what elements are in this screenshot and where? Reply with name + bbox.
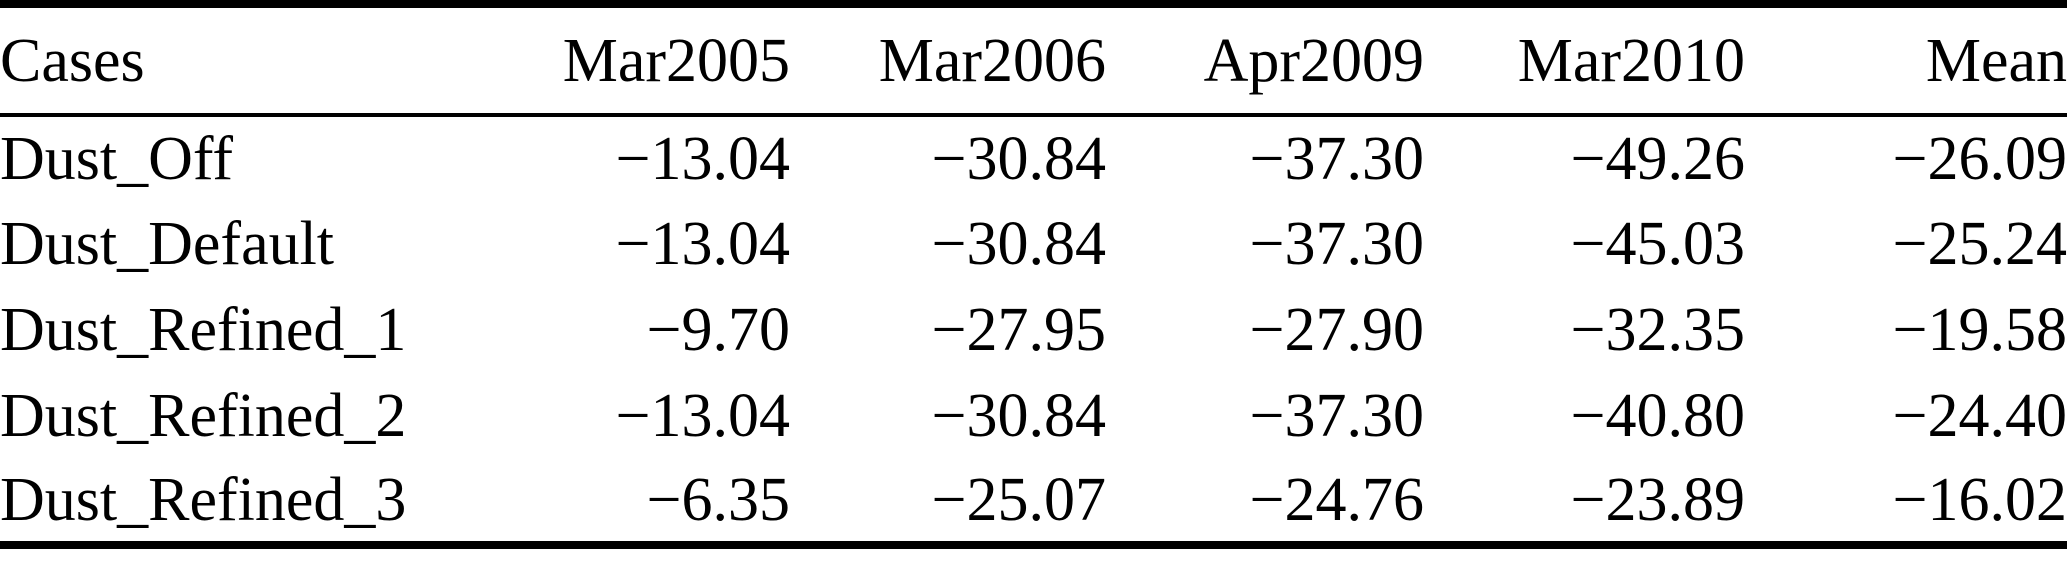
table-row: Dust_Default −13.04 −30.84 −37.30 −45.03…	[0, 201, 2067, 287]
case-label-cell: Dust_Refined_3	[0, 466, 407, 534]
value-cell: −26.09	[1892, 125, 2067, 193]
value-cell: −45.03	[1570, 210, 1745, 278]
value-cell: −25.24	[1892, 210, 2067, 278]
value-cell: −6.35	[646, 466, 790, 534]
value-cell: −13.04	[615, 125, 790, 193]
value-cell: −37.30	[1249, 125, 1424, 193]
value-cell: −37.30	[1249, 210, 1424, 278]
value-cell: −30.84	[931, 382, 1106, 450]
table-row: Dust_Refined_3 −6.35 −25.07 −24.76 −23.8…	[0, 459, 2067, 545]
header-cell-mean: Mean	[1745, 4, 2067, 117]
header-cell-apr2009: Apr2009	[1106, 4, 1424, 117]
table-row: Dust_Off −13.04 −30.84 −37.30 −49.26 −26…	[0, 115, 2067, 201]
value-cell: −24.76	[1249, 466, 1424, 534]
value-cell: −49.26	[1570, 125, 1745, 193]
table-row: Dust_Refined_2 −13.04 −30.84 −37.30 −40.…	[0, 373, 2067, 459]
value-cell: −30.84	[931, 210, 1106, 278]
case-label-cell: Dust_Default	[0, 210, 335, 278]
case-label-cell: Dust_Refined_1	[0, 296, 407, 364]
value-cell: −25.07	[931, 466, 1106, 534]
value-cell: −13.04	[615, 382, 790, 450]
case-label-cell: Dust_Refined_2	[0, 382, 407, 450]
value-cell: −27.90	[1249, 296, 1424, 364]
header-row: Cases Mar2005 Mar2006 Apr2009 Mar2010 Me…	[0, 4, 2067, 117]
table-body: Dust_Off −13.04 −30.84 −37.30 −49.26 −26…	[0, 115, 2067, 545]
header-cell-mar2005: Mar2005	[474, 4, 790, 117]
header-cell-cases: Cases	[0, 4, 474, 117]
value-cell: −24.40	[1892, 382, 2067, 450]
value-cell: −30.84	[931, 125, 1106, 193]
case-label-cell: Dust_Off	[0, 125, 234, 193]
value-cell: −13.04	[615, 210, 790, 278]
value-cell: −16.02	[1892, 466, 2067, 534]
value-cell: −23.89	[1570, 466, 1745, 534]
header-cell-mar2010: Mar2010	[1424, 4, 1745, 117]
value-cell: −40.80	[1570, 382, 1745, 450]
table-row: Dust_Refined_1 −9.70 −27.95 −27.90 −32.3…	[0, 287, 2067, 373]
value-cell: −37.30	[1249, 382, 1424, 450]
results-table: Cases Mar2005 Mar2006 Apr2009 Mar2010 Me…	[0, 0, 2067, 549]
value-cell: −9.70	[646, 296, 790, 364]
header-cell-mar2006: Mar2006	[790, 4, 1106, 117]
value-cell: −27.95	[931, 296, 1106, 364]
value-cell: −32.35	[1570, 296, 1745, 364]
table-header: Cases Mar2005 Mar2006 Apr2009 Mar2010 Me…	[0, 4, 2067, 117]
value-cell: −19.58	[1892, 296, 2067, 364]
